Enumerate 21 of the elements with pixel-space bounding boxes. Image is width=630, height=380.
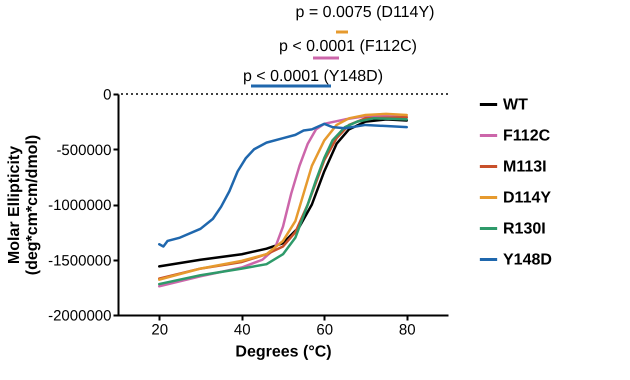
- y-tick-label: -1500000: [48, 252, 112, 270]
- y-tick-label: 0: [103, 86, 112, 104]
- y-tick-label: -1000000: [48, 197, 112, 214]
- x-tick-label: 60: [316, 322, 334, 338]
- x-tick-label: 80: [398, 322, 416, 338]
- line-series: [158, 122, 408, 248]
- legend-label: Y148D: [503, 252, 552, 268]
- x-tick-label: 40: [234, 322, 251, 338]
- legend-label: M113I: [503, 158, 547, 176]
- y-axis-title: Molar Ellipticity (deg*cm*cm/dmol): [6, 134, 42, 276]
- y-tick-label: -500000: [56, 142, 112, 159]
- x-tick-label: 20: [151, 322, 168, 338]
- legend-label: D114Y: [503, 190, 552, 206]
- x-axis-title: Degrees (°C): [235, 344, 332, 360]
- legend-label: F112C: [503, 128, 551, 144]
- legend-label: R130I: [503, 220, 546, 238]
- y-tick-label: -2000000: [48, 308, 112, 324]
- legend-label: WT: [503, 96, 528, 114]
- text: p < 0.0001 (F112C): [278, 38, 418, 55]
- text: p = 0.0075 (D114Y): [296, 4, 434, 21]
- text: p < 0.0001 (Y148D): [242, 68, 384, 85]
